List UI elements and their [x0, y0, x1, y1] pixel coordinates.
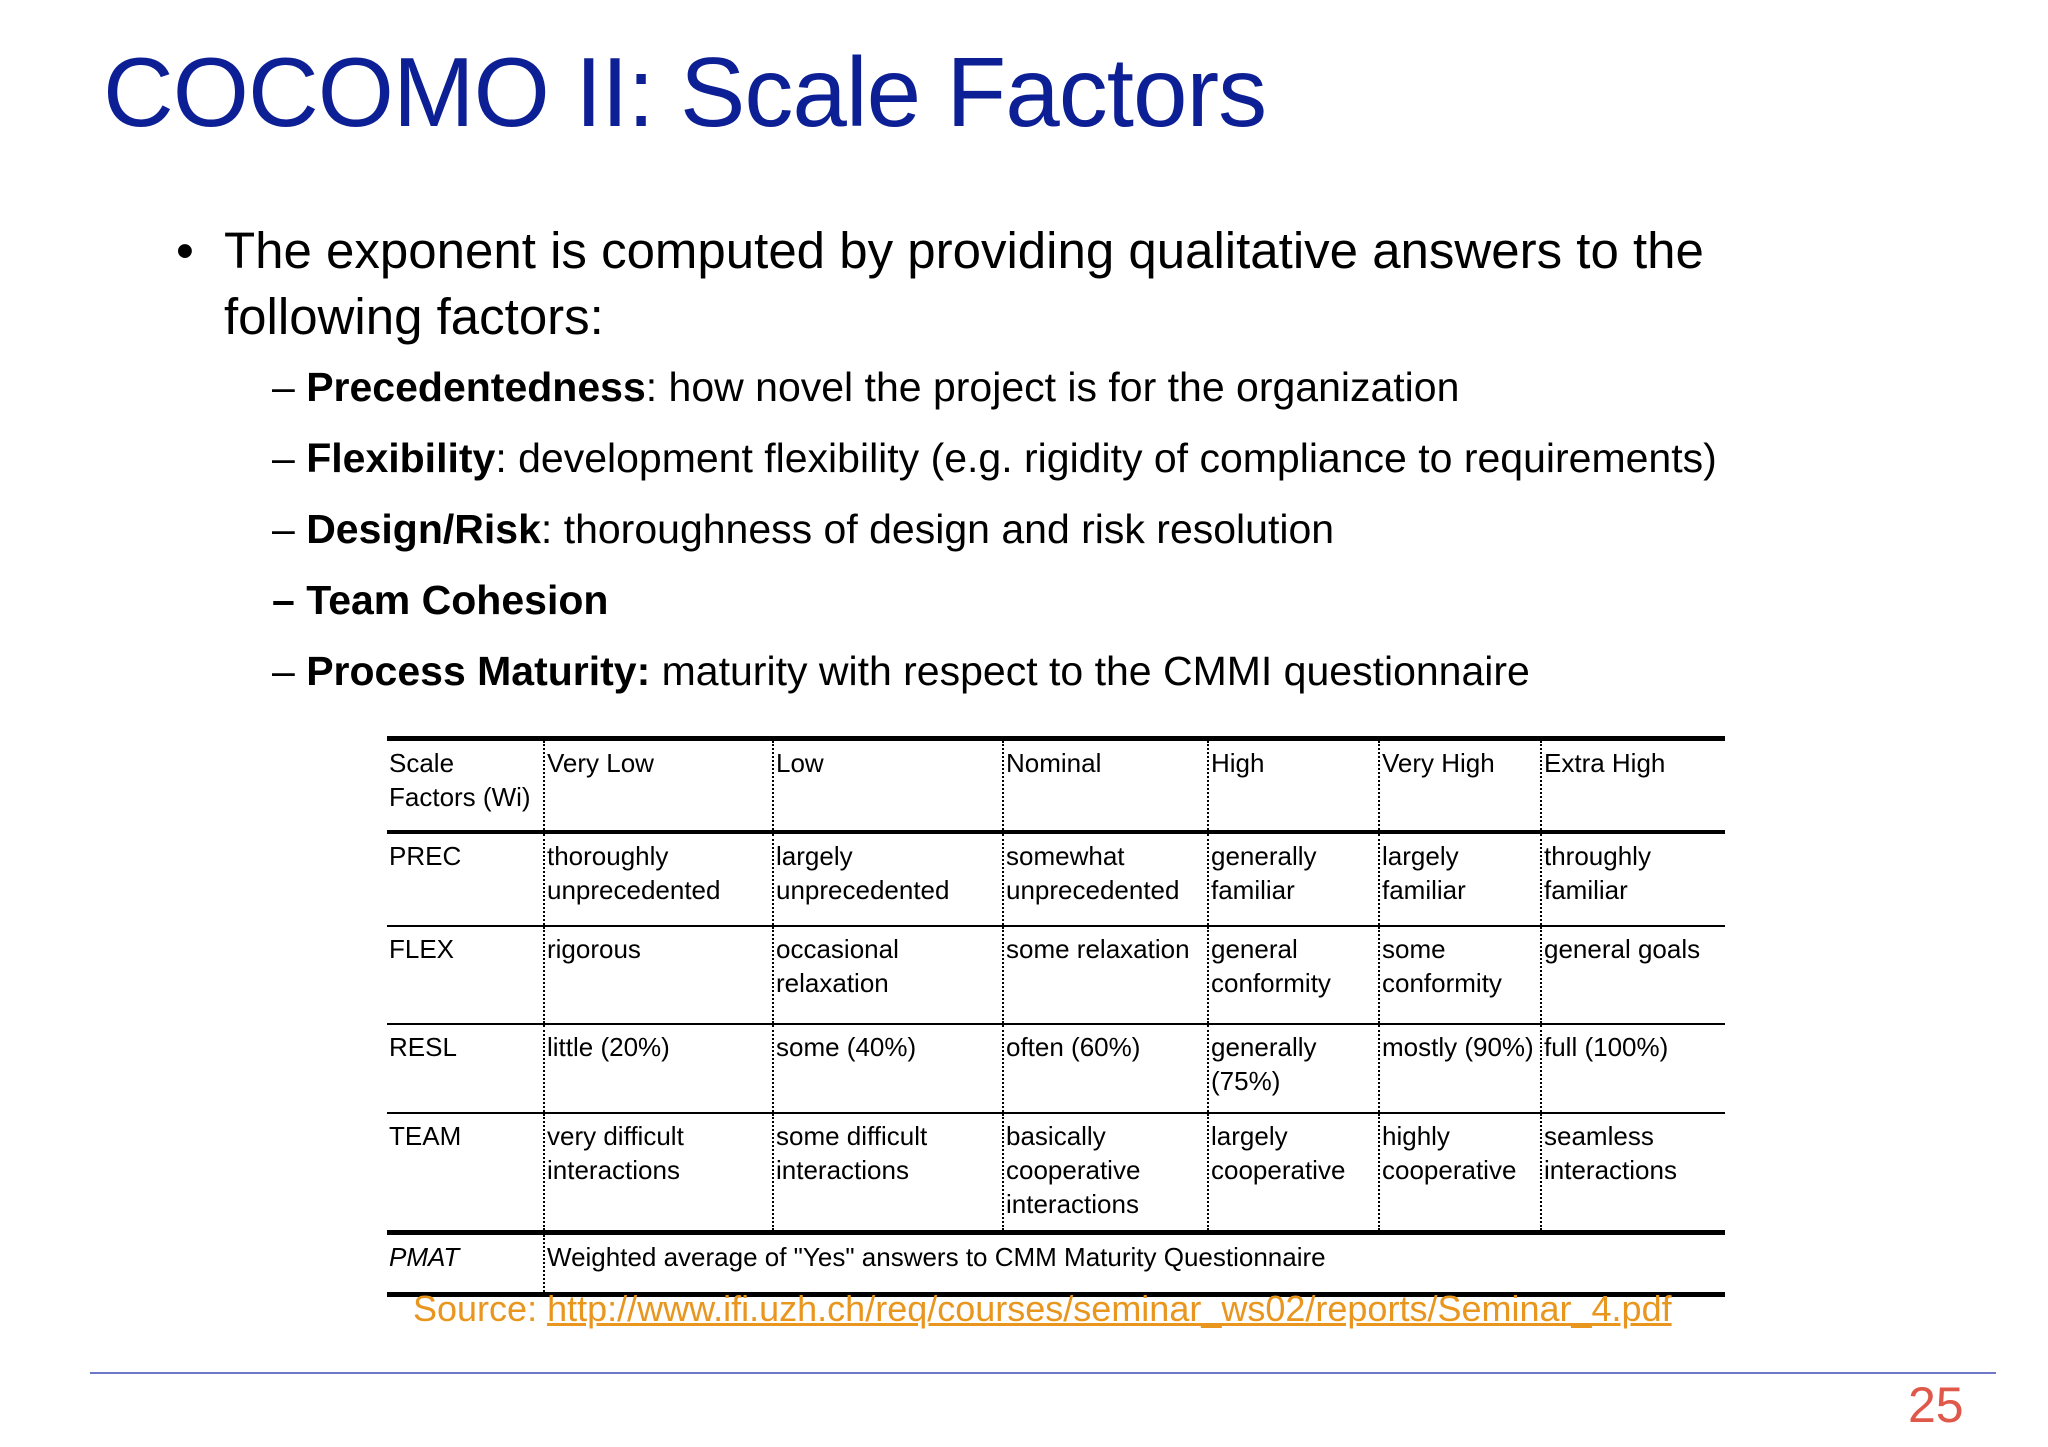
sub-desc: : development flexibility (e.g. rigidity…: [495, 435, 1717, 481]
table-cell: some relaxation: [1002, 926, 1208, 1024]
row-label: PREC: [389, 841, 462, 871]
sub-desc: : thoroughness of design and risk resolu…: [540, 506, 1335, 552]
sub-dash: –: [272, 648, 307, 694]
sub-term: Process Maturity:: [306, 648, 651, 694]
source-prefix: Source:: [413, 1288, 548, 1329]
table-cell: largely familiar: [1378, 832, 1541, 926]
pmat-description: Weighted average of "Yes" answers to CMM…: [543, 1232, 1725, 1295]
table-cell: basically cooperative interactions: [1002, 1113, 1208, 1233]
table-cell: often (60%): [1002, 1024, 1208, 1113]
table-cell: occasional relaxation: [772, 926, 1003, 1024]
sub-desc: maturity with respect to the CMMI questi…: [650, 648, 1530, 694]
header-cell: High: [1207, 738, 1379, 832]
table-cell: generally (75%): [1207, 1024, 1379, 1113]
sub-bullet-team-cohesion: – Team Cohesion: [272, 577, 608, 624]
row-label: FLEX: [389, 934, 455, 964]
row-label: RESL: [389, 1032, 457, 1062]
table-cell: thoroughly unprecedented: [543, 832, 773, 926]
bullet-marker: •: [176, 222, 194, 279]
table-cell: mostly (90%): [1378, 1024, 1541, 1113]
slide-title: COCOMO II: Scale Factors: [103, 37, 1267, 147]
header-cell: Low: [772, 738, 1003, 832]
table-cell: largely unprecedented: [772, 832, 1003, 926]
sub-bullet-flexibility: – Flexibility: development flexibility (…: [272, 435, 1717, 482]
row-label: TEAM: [389, 1121, 462, 1151]
table-cell: some (40%): [772, 1024, 1003, 1113]
sub-dash: –: [272, 435, 307, 481]
table-cell: general goals: [1540, 926, 1725, 1024]
table-cell: throughly familiar: [1540, 832, 1725, 926]
header-cell: Scale Factors (Wi): [389, 748, 531, 812]
table-row-team: TEAM very difficult interactions some di…: [387, 1113, 1725, 1233]
table-cell: little (20%): [543, 1024, 773, 1113]
row-label: PMAT: [389, 1242, 460, 1272]
header-cell: Nominal: [1002, 738, 1208, 832]
scale-factors-table: Scale Factors (Wi) Very Low Low Nominal …: [387, 736, 1725, 1297]
sub-dash: –: [272, 364, 307, 410]
sub-dash: –: [272, 506, 307, 552]
sub-term: Team Cohesion: [306, 577, 609, 623]
sub-bullet-process-maturity: – Process Maturity: maturity with respec…: [272, 648, 1530, 695]
table-cell: seamless interactions: [1540, 1113, 1725, 1233]
table-row-pmat: PMAT Weighted average of "Yes" answers t…: [387, 1232, 1725, 1295]
table-cell: rigorous: [543, 926, 773, 1024]
sub-bullet-design-risk: – Design/Risk: thoroughness of design an…: [272, 506, 1334, 553]
sub-bullet-precedentedness: – Precedentedness: how novel the project…: [272, 364, 1459, 411]
source-citation: Source: http://www.ifi.uzh.ch/req/course…: [413, 1288, 1672, 1330]
footer-divider: [90, 1372, 1996, 1374]
sub-dash: –: [272, 577, 307, 623]
table-cell: general conformity: [1207, 926, 1379, 1024]
sub-term: Precedentedness: [306, 364, 646, 410]
table-cell: very difficult interactions: [543, 1113, 773, 1233]
table-header-row: Scale Factors (Wi) Very Low Low Nominal …: [387, 738, 1725, 832]
sub-desc: : how novel the project is for the organ…: [645, 364, 1460, 410]
header-cell: Very High: [1378, 738, 1541, 832]
table-row-resl: RESL little (20%) some (40%) often (60%)…: [387, 1024, 1725, 1113]
header-cell: Very Low: [543, 738, 773, 832]
table-cell: some difficult interactions: [772, 1113, 1003, 1233]
source-link[interactable]: http://www.ifi.uzh.ch/req/courses/semina…: [547, 1288, 1672, 1329]
table-cell: full (100%): [1540, 1024, 1725, 1113]
table-cell: highly cooperative: [1378, 1113, 1541, 1233]
table-row-flex: FLEX rigorous occasional relaxation some…: [387, 926, 1725, 1024]
sub-term: Flexibility: [306, 435, 496, 481]
page-number: 25: [1908, 1377, 1964, 1433]
table-cell: some conformity: [1378, 926, 1541, 1024]
table-cell: somewhat unprecedented: [1002, 832, 1208, 926]
sub-term: Design/Risk: [306, 506, 541, 552]
table-cell: generally familiar: [1207, 832, 1379, 926]
bullet-text: The exponent is computed by providing qu…: [224, 222, 1704, 345]
table-cell: largely cooperative: [1207, 1113, 1379, 1233]
header-cell: Extra High: [1540, 738, 1725, 832]
table-row-prec: PREC thoroughly unprecedented largely un…: [387, 832, 1725, 926]
